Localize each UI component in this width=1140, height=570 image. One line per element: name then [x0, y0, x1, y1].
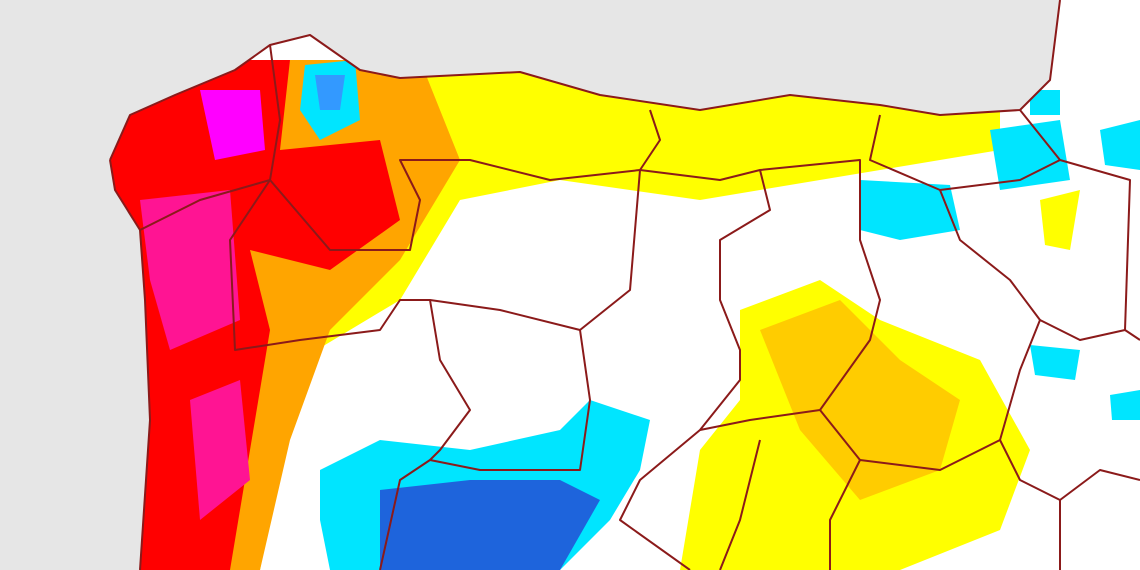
zone-pink — [190, 380, 250, 520]
zone-cyan — [990, 120, 1070, 190]
zone-cyan — [1030, 90, 1060, 115]
region-border — [699, 159, 881, 431]
region-border — [819, 409, 861, 570]
region-border — [379, 169, 641, 570]
region-border — [139, 109, 661, 251]
zone-pink — [140, 190, 240, 350]
region-border — [719, 439, 761, 570]
zone-red — [110, 60, 400, 570]
region-border — [429, 299, 471, 461]
zone-cyan — [1110, 390, 1140, 420]
zone-cyan — [860, 180, 960, 240]
zone-amber — [760, 300, 960, 500]
coastline — [109, 159, 151, 570]
zone-yellow — [1040, 190, 1080, 250]
region-border — [859, 439, 1001, 471]
zone-cyan — [1100, 120, 1140, 170]
zone-blue — [380, 480, 600, 570]
zone-blue — [315, 75, 345, 110]
zone-magenta — [200, 90, 265, 160]
coastline — [109, 0, 1061, 161]
region-border — [229, 44, 581, 351]
region-border — [1019, 109, 1140, 341]
region-borders — [139, 44, 1140, 570]
region-border — [619, 169, 771, 570]
region-border — [1059, 469, 1140, 501]
region-border — [939, 159, 1061, 191]
region-border — [1039, 319, 1126, 341]
zone-cyan — [1030, 345, 1080, 380]
